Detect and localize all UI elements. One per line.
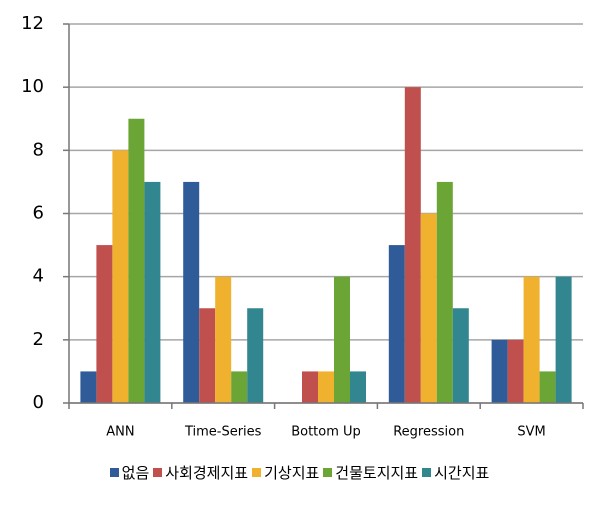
legend-item: 없음 — [109, 462, 150, 483]
bar — [318, 371, 334, 403]
legend-item: 기상지표 — [252, 462, 319, 483]
bar — [420, 213, 437, 403]
y-tick-label: 12 — [21, 13, 44, 34]
legend-swatch — [422, 468, 432, 477]
chart: 0 2 4 6 8 10 12 ANN Time-Series Bottom Up Regressi… — [21, 13, 584, 440]
bar — [144, 181, 161, 403]
legend-swatch — [153, 468, 163, 477]
legend-label: 시간지표 — [434, 464, 490, 482]
bar — [555, 276, 572, 403]
x-tick-label: Bottom Up — [291, 425, 361, 440]
bar — [231, 371, 248, 403]
bar — [404, 87, 421, 404]
bar — [334, 276, 350, 403]
y-tick-label: 0 — [33, 392, 44, 413]
legend: 없음 사회경제지표 기상지표 건물토지지표 시간지표 — [0, 462, 599, 483]
bar — [452, 308, 469, 403]
legend-label: 없음 — [121, 464, 150, 482]
bar — [96, 245, 113, 403]
y-tick-label: 2 — [33, 329, 44, 350]
x-tick-label: Regression — [393, 425, 464, 440]
bar — [507, 339, 524, 403]
legend-swatch — [323, 468, 333, 477]
bar — [436, 181, 453, 403]
bar — [302, 371, 318, 403]
legend-label: 건물토지지표 — [335, 464, 419, 482]
x-tick-label: ANN — [106, 425, 134, 440]
bar — [247, 308, 264, 403]
legend-item: 건물토지지표 — [323, 462, 418, 483]
legend-swatch — [109, 468, 119, 477]
y-tick-label: 4 — [33, 266, 44, 287]
bar — [350, 371, 366, 403]
bar — [183, 181, 200, 403]
y-tick-label: 6 — [33, 203, 44, 224]
bar — [199, 308, 216, 403]
y-tick-label: 10 — [21, 76, 44, 97]
x-tick-label: Time-Series — [184, 425, 262, 440]
legend-label: 사회경제지표 — [165, 464, 249, 482]
legend-item: 사회경제지표 — [153, 462, 248, 483]
bar — [539, 371, 556, 403]
bar — [80, 371, 97, 403]
legend-swatch — [252, 468, 262, 477]
legend-item: 시간지표 — [422, 462, 489, 483]
bar — [388, 245, 405, 403]
bar — [128, 118, 145, 403]
bar — [112, 150, 129, 403]
x-tick-label: SVM — [517, 425, 545, 440]
bar — [523, 276, 540, 403]
bar — [215, 276, 232, 403]
legend-label: 기상지표 — [264, 464, 320, 482]
y-tick-label: 8 — [33, 139, 44, 160]
bar — [491, 339, 508, 403]
